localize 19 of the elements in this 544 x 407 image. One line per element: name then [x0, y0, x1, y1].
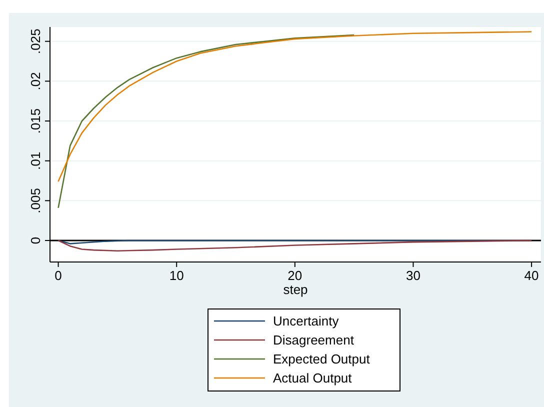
x-tick-label: 30 [406, 268, 420, 283]
line-series [58, 240, 532, 252]
legend-label: Uncertainty [273, 314, 340, 328]
x-tick-label: 20 [288, 268, 302, 283]
legend-label: Actual Output [273, 370, 352, 386]
legend-label: Expected Output [273, 352, 370, 366]
y-tick-label: .01 [28, 152, 43, 170]
y-tick-label: .005 [28, 188, 43, 214]
line-series [58, 34, 355, 208]
x-tick-label: 0 [54, 268, 62, 283]
x-tick-label: 40 [524, 268, 539, 283]
x-tick-label: 10 [169, 268, 184, 283]
y-tick-label: .015 [28, 108, 43, 134]
x-axis-title: step [283, 282, 308, 297]
line-series [58, 31, 532, 182]
y-tick-label: .025 [28, 28, 43, 54]
legend-label: Disagreement [273, 332, 354, 348]
y-tick-label: 0 [28, 236, 43, 244]
y-tick-label: .02 [28, 72, 43, 90]
